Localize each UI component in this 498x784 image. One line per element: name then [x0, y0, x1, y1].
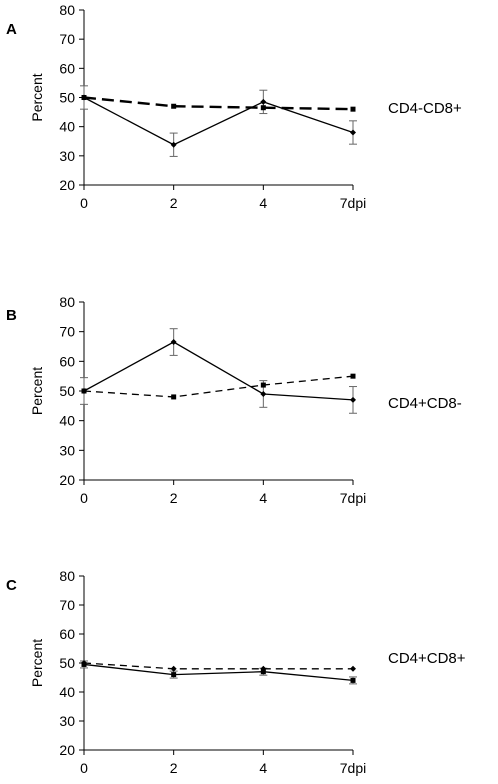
- data-point-diamond: [81, 660, 87, 666]
- data-point-diamond: [260, 390, 267, 397]
- y-tick-label: 50: [59, 383, 75, 399]
- data-point-square: [350, 106, 356, 112]
- solid-series-line: [83, 663, 354, 682]
- y-tick-label: 40: [59, 119, 75, 135]
- x-tick-label: 0: [80, 490, 88, 506]
- solid-series-line: [83, 341, 354, 401]
- data-point-diamond: [350, 665, 356, 672]
- y-axis-label: Percent: [29, 73, 45, 121]
- data-point-square: [171, 103, 177, 109]
- y-tick-label: 30: [59, 713, 75, 729]
- x-tick-label: 2: [170, 490, 178, 506]
- data-point-square: [81, 388, 87, 394]
- dashed-series-line: [83, 96, 354, 111]
- y-tick-label: 50: [59, 90, 75, 106]
- data-point-square: [350, 373, 356, 379]
- data-point-diamond: [170, 665, 177, 672]
- y-tick-label: 30: [59, 148, 75, 164]
- y-tick-label: 80: [59, 568, 75, 584]
- y-tick-label: 60: [59, 353, 75, 369]
- y-tick-label: 70: [59, 324, 75, 340]
- data-point-diamond: [170, 141, 177, 148]
- data-point-square: [260, 382, 266, 388]
- y-tick-label: 20: [59, 177, 75, 193]
- y-tick-label: 20: [59, 472, 75, 488]
- data-point-diamond: [260, 98, 267, 105]
- x-tick-label: 4: [259, 760, 267, 776]
- dashed-series-line: [83, 662, 353, 670]
- y-tick-label: 70: [59, 31, 75, 47]
- series-side-label: CD4+CD8+: [388, 650, 466, 667]
- series-side-label: CD4+CD8-: [388, 395, 462, 412]
- y-tick-label: 80: [59, 294, 75, 310]
- data-point-square: [171, 394, 177, 400]
- x-tick-label: 7dpi: [340, 490, 366, 506]
- x-tick-label: 0: [80, 195, 88, 211]
- x-tick-label: 4: [259, 195, 267, 211]
- data-point-diamond: [350, 396, 356, 403]
- y-tick-label: 40: [59, 413, 75, 429]
- panel-label: A: [6, 21, 17, 38]
- y-axis-label: Percent: [29, 367, 45, 415]
- x-tick-label: 7dpi: [340, 760, 366, 776]
- data-point-diamond: [170, 339, 177, 346]
- data-point-square: [171, 672, 177, 678]
- panel-label: C: [6, 577, 17, 594]
- data-point-square: [81, 95, 87, 100]
- panel-label: B: [6, 307, 17, 324]
- x-tick-label: 0: [80, 760, 88, 776]
- y-axis-label: Percent: [29, 639, 45, 687]
- data-point-diamond: [350, 129, 356, 136]
- series-side-label: CD4-CD8+: [388, 100, 462, 117]
- solid-series-line: [83, 96, 354, 146]
- x-tick-label: 2: [170, 760, 178, 776]
- data-point-square: [260, 105, 266, 111]
- dashed-series-line: [83, 375, 354, 398]
- data-point-diamond: [260, 665, 267, 672]
- data-point-square: [350, 677, 356, 683]
- x-tick-label: 2: [170, 195, 178, 211]
- y-tick-label: 80: [59, 2, 75, 18]
- y-tick-label: 70: [59, 597, 75, 613]
- y-tick-label: 60: [59, 60, 75, 76]
- x-tick-label: 4: [259, 490, 267, 506]
- y-tick-label: 60: [59, 626, 75, 642]
- y-tick-label: 30: [59, 442, 75, 458]
- x-tick-label: 7dpi: [340, 195, 366, 211]
- y-tick-label: 40: [59, 684, 75, 700]
- y-tick-label: 20: [59, 742, 75, 758]
- y-tick-label: 50: [59, 655, 75, 671]
